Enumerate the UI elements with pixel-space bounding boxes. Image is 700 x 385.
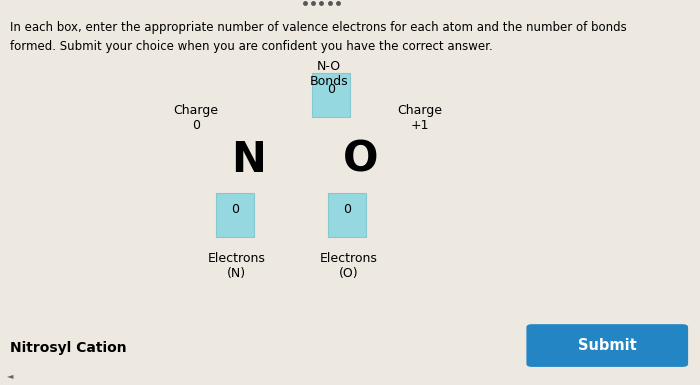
- Text: Charge
+1: Charge +1: [398, 104, 442, 132]
- Text: ◄: ◄: [7, 371, 13, 380]
- Text: Electrons
(N): Electrons (N): [208, 252, 265, 280]
- FancyBboxPatch shape: [328, 192, 366, 237]
- Text: 0: 0: [327, 84, 335, 97]
- Text: In each box, enter the appropriate number of valence electrons for each atom and: In each box, enter the appropriate numbe…: [10, 21, 626, 34]
- Text: N: N: [231, 139, 266, 181]
- FancyBboxPatch shape: [216, 192, 254, 237]
- Text: O: O: [343, 139, 378, 181]
- FancyBboxPatch shape: [312, 73, 350, 117]
- Text: Nitrosyl Cation: Nitrosyl Cation: [10, 341, 127, 355]
- Text: N-O
Bonds: N-O Bonds: [309, 60, 349, 88]
- Text: 0: 0: [343, 203, 351, 216]
- Text: formed. Submit your choice when you are confident you have the correct answer.: formed. Submit your choice when you are …: [10, 40, 493, 54]
- Text: Charge
0: Charge 0: [174, 104, 218, 132]
- Text: 0: 0: [231, 203, 239, 216]
- Text: Submit: Submit: [578, 338, 636, 353]
- FancyBboxPatch shape: [526, 324, 688, 367]
- Text: Electrons
(O): Electrons (O): [320, 252, 377, 280]
